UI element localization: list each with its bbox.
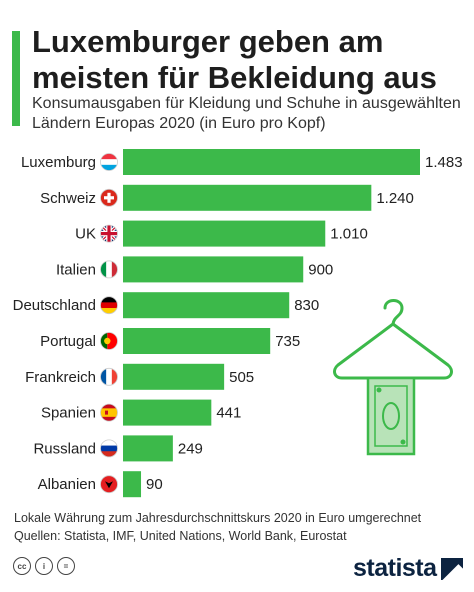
value-label: 1.240 [376,190,414,207]
license-icons[interactable]: cc i = [13,557,75,575]
bar-row: UK 1.010 [75,220,368,247]
bar [123,149,420,175]
bar [123,471,142,498]
bar [123,328,271,354]
spain-flag-icon [100,403,118,422]
luxembourg-flag-icon [100,153,118,171]
bar-row: Portugal 735 [40,328,300,354]
category-label: UK [75,226,96,243]
value-label: 1.010 [330,226,368,243]
clothes-hanger-with-banknote-icon [333,299,453,456]
switzerland-flag-icon [100,188,118,207]
bar [123,363,225,390]
category-label: Frankreich [25,369,96,386]
logo-text: statista [353,554,437,582]
bar [123,435,173,462]
bar-row: Frankreich 505 [25,363,254,390]
bar [123,184,372,211]
sources-line: Quellen: Statista, IMF, United Nations, … [14,529,347,543]
bar [123,220,326,247]
statista-logo[interactable]: statista [353,554,463,583]
value-label: 1.483 [425,154,463,171]
bar-chart: Luxemburg 1.483 Schweiz 1.240 UK 1.010 Italien… [13,149,463,498]
value-label: 249 [178,440,203,457]
bar-row: Spanien 441 [41,399,241,426]
uk-flag-icon [100,224,118,243]
bar-row: Russland 249 [33,435,203,462]
category-label: Luxemburg [21,154,96,171]
bar [123,292,290,319]
value-label: 90 [146,476,163,493]
value-label: 441 [216,405,241,422]
italy-flag-icon [100,260,118,279]
category-label: Deutschland [13,297,96,314]
chart-subtitle: Konsumausgaben für Kleidung und Schuhe i… [32,95,461,132]
value-label: 735 [275,333,300,350]
category-label: Russland [33,440,96,457]
france-flag-icon [100,367,118,386]
category-label: Portugal [40,333,96,350]
cc-icon[interactable]: cc [13,557,31,575]
currency-note: Lokale Währung zum Jahresdurchschnittsku… [14,511,422,525]
russia-flag-icon [100,439,118,458]
bar-row: Albanien 90 [38,471,163,498]
bar-row: Deutschland 830 [13,292,319,319]
value-label: 900 [308,261,333,278]
germany-flag-icon [100,296,118,315]
footer-note: Lokale Währung zum Jahresdurchschnittsku… [14,509,421,545]
logo-mark-icon [440,557,463,580]
category-label: Italien [56,261,96,278]
value-label: 505 [229,369,254,386]
category-label: Schweiz [40,190,96,207]
category-label: Albanien [38,476,96,493]
bar-row: Luxemburg 1.483 [21,149,463,175]
no-derivatives-icon[interactable]: = [57,557,75,575]
bar-row: Schweiz 1.240 [40,184,414,211]
bar [123,399,212,426]
portugal-flag-icon [100,332,118,350]
attribution-icon[interactable]: i [35,557,53,575]
bar [123,256,304,283]
value-label: 830 [294,297,319,314]
albania-flag-icon [100,475,118,494]
category-label: Spanien [41,405,96,422]
title-accent-bar [12,31,20,126]
bar-row: Italien 900 [56,256,333,283]
chart-title: Luxemburger geben am meisten für Bekleid… [32,24,437,95]
